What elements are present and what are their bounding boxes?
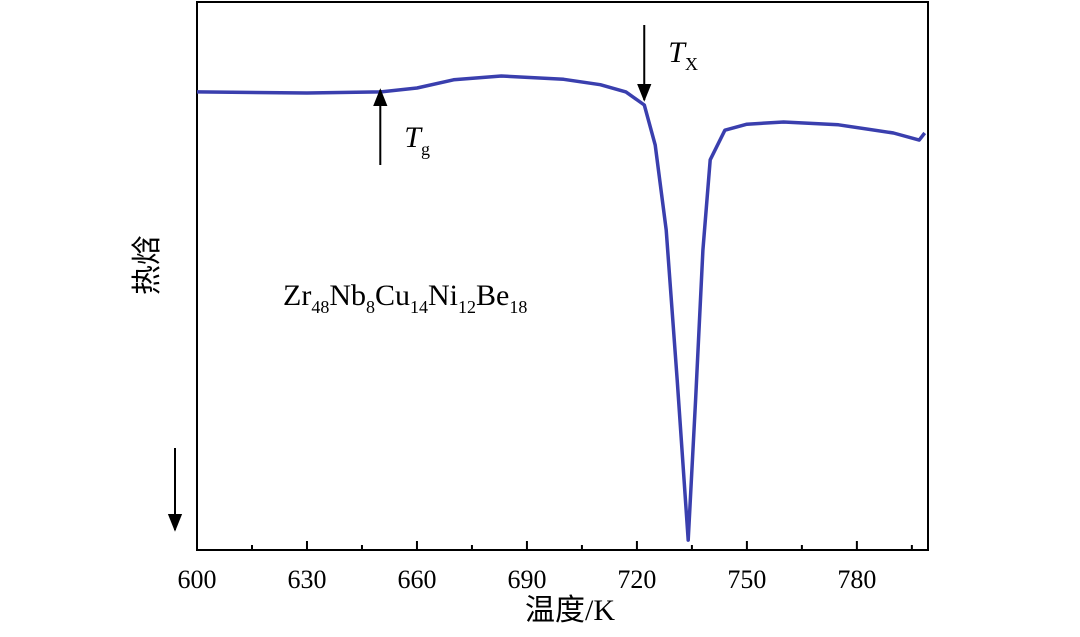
formula-subscript: 14 <box>410 297 428 317</box>
formula-element: Be <box>476 279 509 312</box>
alloy-formula: Zr48Nb8Cu14Ni12Be18 <box>283 279 527 317</box>
formula-element: Ni <box>428 279 458 312</box>
formula-subscript: 12 <box>458 297 476 317</box>
annotation-symbol: T <box>668 36 687 69</box>
x-tick-label: 780 <box>837 565 876 594</box>
plot-frame <box>196 1 929 551</box>
x-tick-label: 720 <box>617 565 656 594</box>
formula-subscript: 8 <box>366 297 375 317</box>
formula-subscript: 48 <box>311 297 329 317</box>
x-tick-label: 600 <box>178 565 217 594</box>
formula-element: Cu <box>375 279 410 312</box>
formula-element: Zr <box>283 279 311 312</box>
formula-element: Nb <box>329 279 366 312</box>
annotation-subscript: g <box>421 139 430 159</box>
x-axis-label: 温度/K <box>525 594 615 627</box>
annotation-label: TX <box>668 36 698 74</box>
annotation-subscript: X <box>685 54 698 74</box>
x-tick-label: 750 <box>727 565 766 594</box>
annotation-label: Tg <box>404 121 430 159</box>
x-tick-label: 660 <box>397 565 436 594</box>
y-axis-label: 热焓 <box>131 235 164 295</box>
data-line <box>196 74 927 542</box>
x-tick-label: 690 <box>507 565 546 594</box>
formula-subscript: 18 <box>509 297 527 317</box>
x-tick-label: 630 <box>287 565 326 594</box>
annotation-symbol: T <box>404 121 423 154</box>
